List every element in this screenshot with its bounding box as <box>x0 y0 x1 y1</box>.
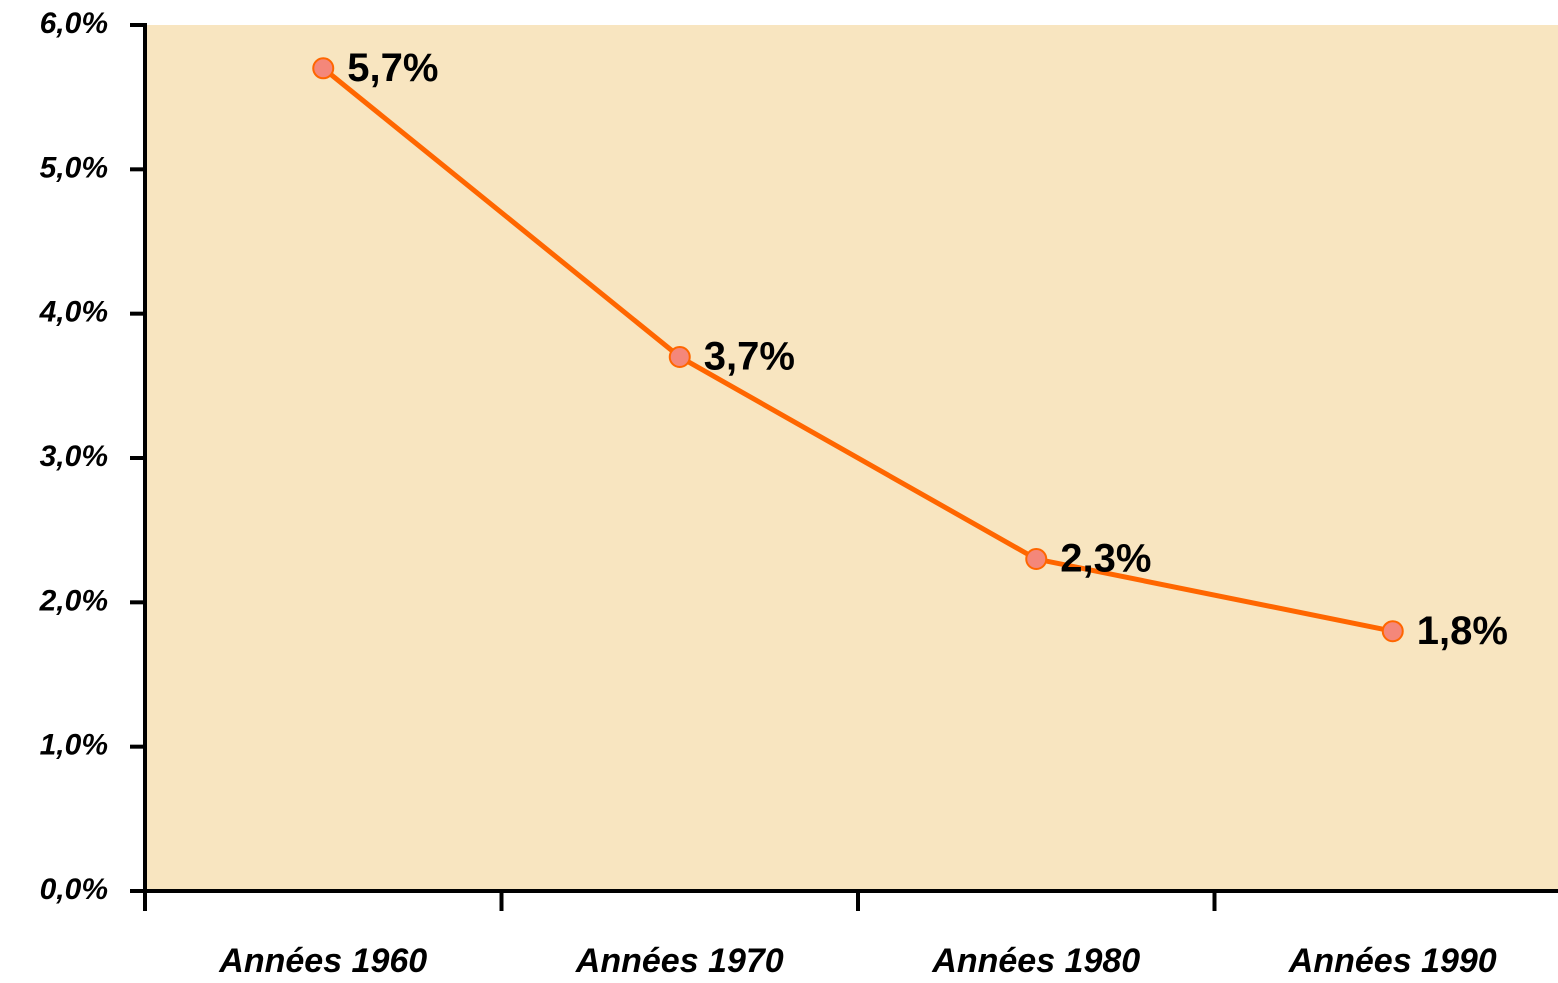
x-tick-label: Années 1990 <box>1288 942 1497 980</box>
y-tick-label: 4,0% <box>39 296 108 329</box>
x-tick-label: Années 1960 <box>218 942 427 980</box>
plot-background <box>145 25 1558 891</box>
line <box>321 66 1394 634</box>
value-label: 5,7% <box>347 46 438 90</box>
marker <box>668 345 691 368</box>
value-label: 3,7% <box>704 335 795 379</box>
y-tick-label: 1,0% <box>40 729 108 762</box>
y-tick-label: 3,0% <box>40 440 108 473</box>
y-tick-label: 2,0% <box>39 584 108 617</box>
y-tick-label: 5,0% <box>40 151 108 184</box>
value-label: 2,3% <box>1060 537 1151 581</box>
x-tick-label: Années 1980 <box>931 942 1140 980</box>
y-tick-label: 6,0% <box>40 7 108 40</box>
marker <box>312 57 335 80</box>
marker <box>1025 548 1048 571</box>
x-tick-label: Années 1970 <box>575 942 784 980</box>
marker <box>1381 620 1404 643</box>
value-label: 1,8% <box>1417 609 1508 653</box>
y-tick-label: 0,0% <box>40 873 108 906</box>
